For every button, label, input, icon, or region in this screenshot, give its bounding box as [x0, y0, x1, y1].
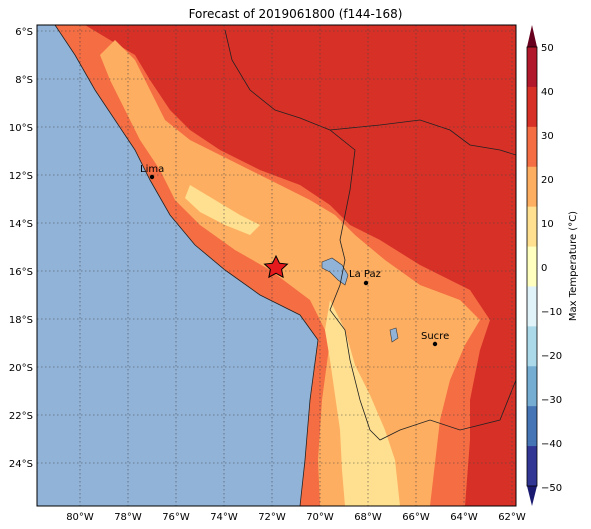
colorbar-label: Max Temperature (°C)	[568, 211, 579, 321]
city-label-sucre: Sucre	[421, 331, 449, 342]
lat-label: 10°S	[9, 123, 33, 134]
lon-label: 76°W	[162, 512, 190, 523]
city-dot-la-paz	[363, 280, 369, 286]
colorbar-extend-bottom	[527, 486, 537, 506]
colorbar-tick: −20	[541, 351, 562, 362]
colorbar-tick: 10	[541, 219, 554, 230]
colorbar-extend-top	[527, 25, 537, 47]
city-dot-sucre	[432, 341, 438, 347]
lon-label: 66°W	[402, 512, 430, 523]
lat-label: 22°S	[9, 411, 33, 422]
colorbar-segment	[527, 406, 537, 447]
city-dot-lima	[149, 174, 155, 180]
lat-labels: 6°S 8°S 10°S 12°S 14°S 16°S 18°S 20°S 22…	[9, 27, 33, 470]
lat-label: 24°S	[9, 459, 33, 470]
colorbar-segment	[527, 446, 537, 487]
colorbar-tick: 20	[541, 175, 554, 186]
colorbar-tick: −30	[541, 395, 562, 406]
colorbar-segment	[527, 326, 537, 367]
lon-labels: 80°W 78°W 76°W 74°W 72°W 70°W 68°W 66°W …	[66, 512, 526, 523]
map-title: Forecast of 2019061800 (f144-168)	[188, 7, 403, 21]
colorbar: 50 40 30 20 10 0 −10 −20 −30 −40 −50 Max…	[526, 25, 579, 506]
lon-label: 80°W	[66, 512, 94, 523]
lon-label: 68°W	[354, 512, 382, 523]
colorbar-segment	[527, 246, 537, 287]
lon-label: 74°W	[210, 512, 238, 523]
lat-label: 14°S	[9, 219, 33, 230]
colorbar-tick: 30	[541, 131, 554, 142]
lat-label: 6°S	[15, 27, 33, 38]
colorbar-segment	[527, 366, 537, 407]
colorbar-segments	[527, 47, 537, 487]
colorbar-frame	[526, 46, 538, 487]
lon-label: 62°W	[498, 512, 526, 523]
land-mild-zone	[100, 40, 480, 506]
city-label-la-paz: La Paz	[349, 269, 381, 280]
map-frame	[36, 24, 517, 507]
colorbar-tick: 40	[541, 87, 554, 98]
lon-label: 72°W	[258, 512, 286, 523]
lon-label: 64°W	[450, 512, 478, 523]
map-plot: Lima La Paz Sucre	[37, 25, 516, 506]
colorbar-tick: 0	[541, 263, 547, 274]
lat-label: 16°S	[9, 267, 33, 278]
star-marker-icon	[263, 254, 289, 279]
coastline	[54, 25, 319, 506]
colorbar-tick: −10	[541, 307, 562, 318]
colorbar-segment	[527, 47, 537, 88]
lat-label: 18°S	[9, 315, 33, 326]
lat-label: 12°S	[9, 171, 33, 182]
colorbar-segment	[527, 206, 537, 248]
colorbar-segment	[527, 86, 537, 128]
colorbar-tick: 50	[541, 43, 554, 54]
colorbar-segment	[527, 166, 537, 208]
colorbar-segment	[527, 126, 537, 168]
colorbar-segment	[527, 286, 537, 327]
lake-poopo	[389, 327, 399, 343]
land-cool-patch	[185, 185, 260, 235]
city-label-lima: Lima	[140, 164, 164, 175]
lat-label: 20°S	[9, 363, 33, 374]
land-cool-zone	[325, 300, 400, 506]
lon-label: 78°W	[114, 512, 142, 523]
colorbar-ticks: 50 40 30 20 10 0 −10 −20 −30 −40 −50	[541, 43, 562, 494]
colorbar-tick: −50	[541, 483, 562, 494]
lat-label: 8°S	[15, 75, 33, 86]
country-borders	[224, 29, 516, 441]
colorbar-tick: −40	[541, 439, 562, 450]
lon-label: 70°W	[306, 512, 334, 523]
